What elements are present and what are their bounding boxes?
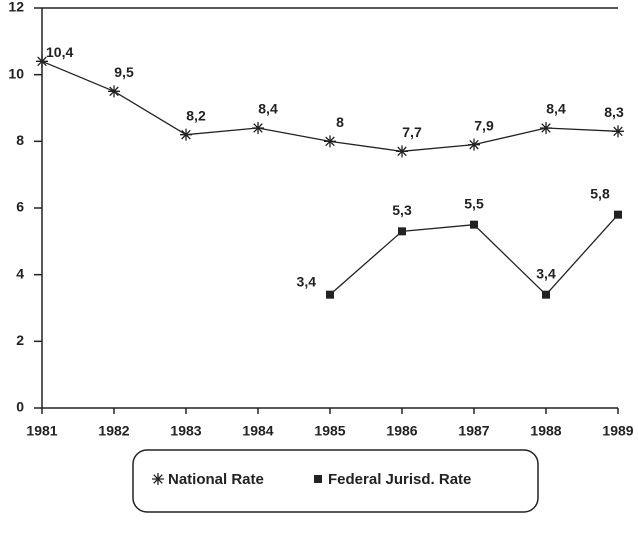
data-label: 8,2: [186, 107, 206, 123]
marker: [542, 290, 550, 299]
data-label: 3,4: [536, 265, 556, 281]
marker: [396, 145, 408, 158]
data-label: 3,4: [297, 273, 317, 289]
data-label: 7,7: [402, 124, 422, 140]
y-tick-label: 4: [16, 265, 24, 281]
x-tick-label: 1981: [26, 423, 57, 439]
marker: [398, 227, 406, 236]
marker: [470, 220, 478, 229]
y-tick-label: 8: [16, 132, 24, 148]
x-tick-label: 1982: [98, 423, 129, 439]
data-label: 10,4: [46, 44, 73, 60]
marker: [252, 122, 264, 134]
legend-box: [132, 449, 539, 513]
legend-marker: [152, 473, 164, 485]
y-tick-label: 12: [8, 0, 24, 15]
marker: [180, 128, 192, 141]
marker: [324, 135, 336, 148]
data-label: 8,4: [258, 101, 278, 117]
marker: [36, 55, 48, 68]
legend-label: National Rate: [168, 471, 264, 488]
data-label: 5,3: [392, 202, 412, 218]
data-label: 8,3: [604, 104, 624, 120]
x-tick-label: 1984: [242, 423, 273, 439]
legend-label: Federal Jurisd. Rate: [328, 471, 471, 488]
marker: [614, 210, 622, 219]
x-tick-label: 1986: [386, 423, 417, 439]
x-tick-label: 1988: [530, 423, 561, 439]
y-tick-label: 2: [16, 332, 24, 348]
data-label: 7,9: [474, 117, 494, 133]
marker: [540, 122, 552, 134]
marker: [612, 125, 624, 138]
x-tick-label: 1983: [170, 423, 201, 439]
y-tick-label: 0: [16, 399, 24, 415]
x-tick-label: 1989: [602, 423, 633, 439]
data-label: 5,8: [590, 185, 610, 201]
data-label: 8,4: [546, 101, 566, 117]
data-label: 5,5: [464, 195, 484, 211]
y-tick-label: 10: [8, 65, 24, 81]
y-tick-label: 6: [16, 199, 24, 215]
data-label: 9,5: [114, 64, 134, 80]
x-tick-label: 1987: [458, 423, 489, 439]
x-tick-label: 1985: [314, 423, 345, 439]
legend-marker: [314, 475, 322, 483]
marker: [108, 85, 120, 98]
marker: [326, 290, 334, 299]
data-label: 8: [336, 114, 344, 130]
marker: [468, 138, 480, 151]
